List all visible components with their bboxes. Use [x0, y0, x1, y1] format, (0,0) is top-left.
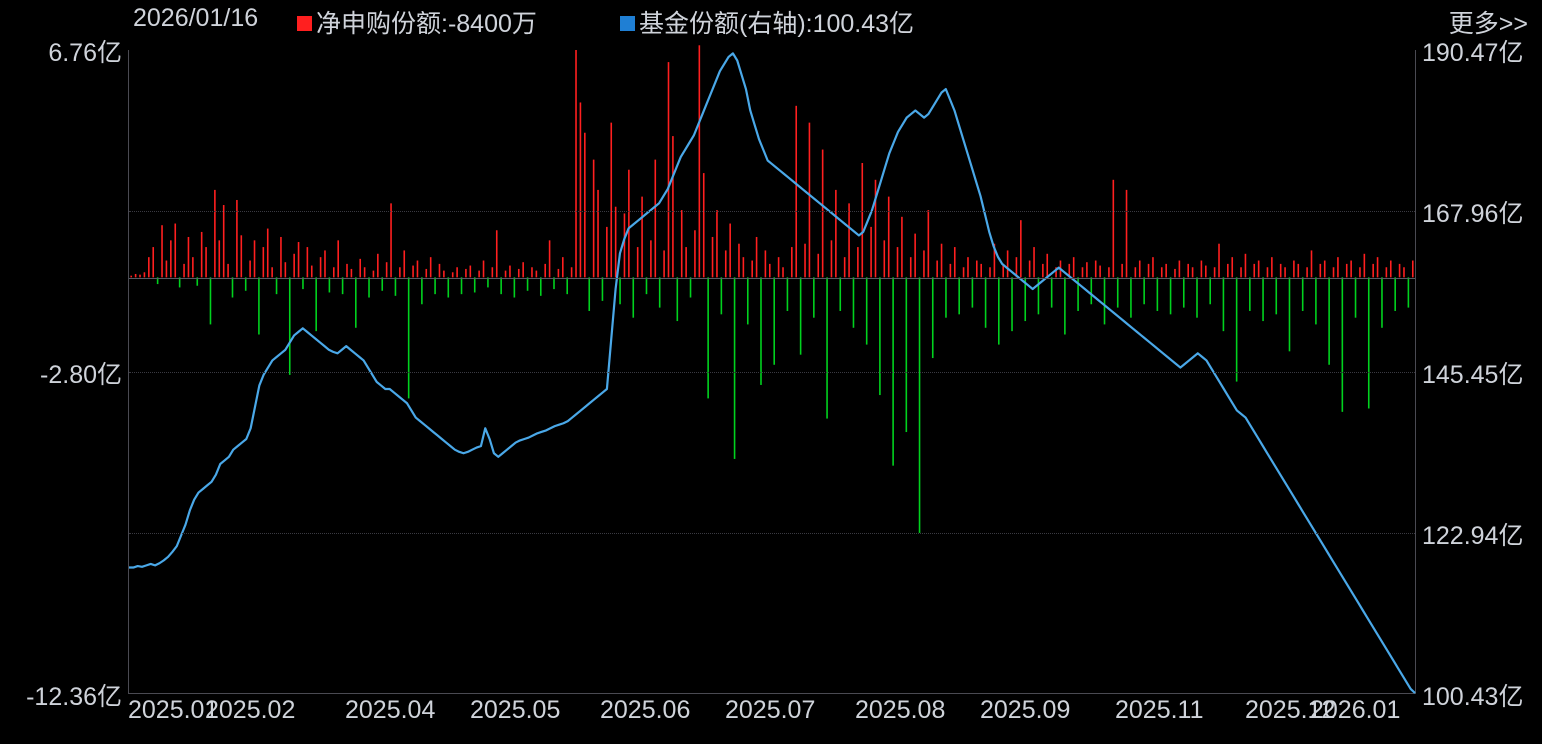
x-axis-tick: 2026.01 [1310, 696, 1401, 724]
x-axis-tick: 2025.11 [1115, 696, 1204, 724]
zero-line [129, 277, 1415, 279]
line-series [129, 52, 1416, 694]
chart-header: 2026/01/16 净申购份额:-8400万 基金份额(右轴):100.43亿… [0, 0, 1542, 38]
x-axis-tick: 2025.06 [600, 696, 691, 724]
bar-series [130, 45, 1414, 533]
x-axis-tick: 2025.05 [470, 696, 561, 724]
series-canvas [129, 45, 1416, 694]
legend-swatch-fund-shares [620, 15, 635, 31]
legend-item-fund-shares[interactable]: 基金份额(右轴):100.43亿 [620, 4, 914, 40]
x-axis-tick: 2025.09 [980, 696, 1071, 724]
x-axis-tick: 2025.04 [345, 696, 436, 724]
x-axis-tick: 2025.07 [725, 696, 816, 724]
left-axis-tick: 6.76亿 [48, 39, 122, 67]
x-axis-tick: 2025.01 [128, 696, 219, 724]
plot-area[interactable] [128, 45, 1416, 694]
x-axis-tick: 2025.02 [205, 696, 296, 724]
legend-label-net-subscription: 净申购份额:-8400万 [316, 10, 537, 38]
right-axis-tick: 190.47亿 [1422, 39, 1524, 67]
legend-label-fund-shares: 基金份额(右轴):100.43亿 [639, 10, 915, 38]
more-link[interactable]: 更多>> [1448, 10, 1528, 38]
header-date: 2026/01/16 [133, 4, 259, 32]
gridline [129, 533, 1415, 534]
left-axis-tick: -2.80亿 [40, 361, 122, 389]
right-axis-tick: 167.96亿 [1422, 200, 1524, 228]
gridline [129, 372, 1415, 373]
right-axis-tick: 122.94亿 [1422, 522, 1524, 550]
right-axis-tick: 145.45亿 [1422, 361, 1524, 389]
right-axis-tick: 100.43亿 [1422, 683, 1524, 711]
x-axis-tick: 2025.12 [1245, 696, 1336, 724]
left-axis-tick: -12.36亿 [26, 683, 122, 711]
x-axis-tick: 2025.08 [855, 696, 946, 724]
legend-swatch-net-subscription [297, 15, 312, 31]
gridline [129, 211, 1415, 212]
legend-item-net-subscription[interactable]: 净申购份额:-8400万 [297, 4, 537, 40]
